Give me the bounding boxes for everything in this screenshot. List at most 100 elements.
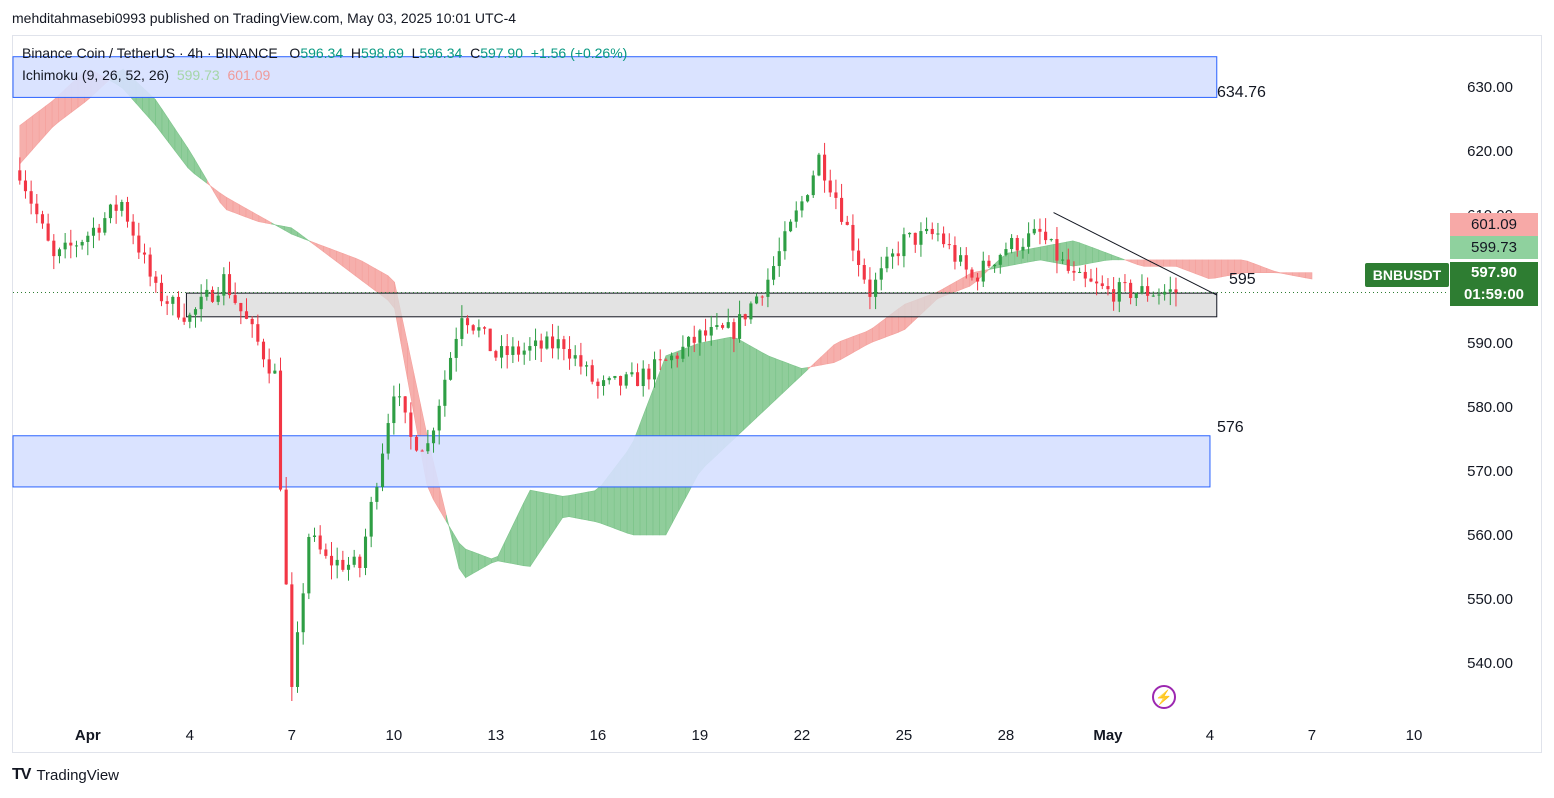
cloud-segment — [1279, 272, 1287, 275]
cloud-segment — [491, 555, 499, 564]
cloud-segment — [814, 356, 822, 367]
cloud-segment — [768, 355, 777, 407]
candle-body — [698, 330, 702, 343]
candle-body — [789, 221, 793, 232]
candle-body — [108, 204, 113, 219]
candle-body — [227, 274, 232, 296]
candle-body — [460, 318, 464, 339]
candle-body — [301, 593, 305, 633]
cloud-segment — [206, 179, 214, 193]
candle-body — [312, 535, 317, 537]
x-tick-label: May — [1093, 727, 1123, 744]
cloud-segment — [1104, 252, 1112, 261]
candle-body — [165, 301, 169, 304]
candle-body — [216, 295, 220, 302]
cloud-segment — [1163, 259, 1171, 267]
candle-body — [675, 355, 679, 359]
candle-body — [874, 279, 878, 297]
legend-title: Binance Coin / TetherUS · 4h · BINANCE — [22, 45, 278, 61]
cloud-segment — [303, 236, 311, 243]
candle-body — [239, 302, 243, 312]
legend-open: 596.34 — [300, 45, 344, 61]
cloud-segment — [1298, 272, 1306, 279]
candle-body — [250, 318, 254, 325]
candle-body — [981, 260, 985, 282]
cloud-segment — [1176, 259, 1184, 270]
cloud-segment — [801, 367, 809, 377]
cloud-segment — [840, 338, 848, 361]
candle-body — [137, 235, 141, 253]
cloud-segment — [736, 337, 744, 437]
candle-body — [828, 180, 832, 193]
candle-body — [562, 339, 566, 350]
bar-countdown: 01:59:00 — [1463, 286, 1525, 303]
candle-body — [970, 269, 974, 278]
candle-body — [1163, 291, 1167, 295]
x-tick-label: 13 — [488, 727, 505, 744]
candle-body — [1151, 295, 1155, 297]
candle-body — [635, 372, 640, 387]
legend-close-label: C — [470, 45, 481, 61]
cloud-segment — [316, 243, 324, 253]
cloud-segment — [252, 211, 260, 223]
cloud-segment — [549, 493, 557, 539]
candle-body — [244, 311, 249, 319]
y-tick-label: 590.00 — [1467, 335, 1513, 352]
last-price-tag: 597.90 01:59:00 — [1450, 262, 1538, 306]
cloud-segment — [38, 105, 46, 143]
candle-body — [721, 325, 725, 328]
candle-body — [69, 242, 73, 246]
candle-body — [358, 556, 362, 568]
candle-body — [998, 254, 1002, 265]
candle-body — [154, 276, 158, 283]
cloud-segment — [1208, 259, 1216, 279]
candle-body — [1072, 270, 1076, 273]
candle-body — [687, 336, 691, 347]
candle-body — [1004, 249, 1008, 255]
candle-body — [715, 325, 719, 327]
candle-body — [1117, 282, 1121, 302]
candle-body — [80, 241, 84, 246]
indicator-legend[interactable]: Ichimoku (9, 26, 52, 26) 599.73 601.09 — [22, 67, 270, 83]
cloud-segment — [193, 157, 202, 180]
chart-frame[interactable] — [12, 35, 1542, 753]
tradingview-footer[interactable]: TV TradingView — [12, 766, 119, 784]
cloud-segment — [1059, 241, 1067, 266]
cloud-segment — [827, 344, 835, 365]
cloud-segment — [1124, 259, 1132, 263]
candle-body — [862, 265, 866, 280]
candle-body — [392, 396, 396, 424]
symbol-legend: Binance Coin / TetherUS · 4h · BINANCE O… — [22, 45, 627, 61]
candle-body — [120, 201, 124, 211]
candle-body — [987, 260, 991, 267]
tradingview-logo-icon: TV — [12, 766, 31, 783]
x-tick-label: 4 — [186, 727, 194, 744]
candle-body — [851, 224, 855, 251]
cloud-segment — [1195, 259, 1203, 277]
candle-body — [1021, 246, 1025, 251]
candle-body — [1106, 286, 1110, 290]
x-tick-label: 10 — [386, 727, 403, 744]
cloud-segment — [277, 224, 285, 231]
cloud-segment — [756, 348, 764, 419]
cloud-segment — [1092, 247, 1100, 264]
cloud-segment — [1033, 246, 1041, 262]
candle-body — [755, 296, 759, 304]
candle-body — [420, 450, 424, 452]
candle-body — [732, 322, 736, 339]
candle-body — [426, 443, 430, 452]
cloud-segment — [730, 336, 738, 443]
candle-body — [505, 346, 509, 355]
y-tick-label: 620.00 — [1467, 143, 1513, 160]
x-tick-label: 16 — [590, 727, 607, 744]
cloud-segment — [807, 362, 815, 370]
candle-body — [448, 357, 453, 380]
candle-body — [57, 249, 62, 257]
lightning-icon[interactable]: ⚡ — [1152, 685, 1176, 709]
candle-body — [953, 245, 957, 262]
candle-body — [369, 501, 373, 537]
candle-body — [511, 346, 515, 355]
candle-body — [1174, 289, 1178, 293]
candle-body — [193, 309, 198, 315]
